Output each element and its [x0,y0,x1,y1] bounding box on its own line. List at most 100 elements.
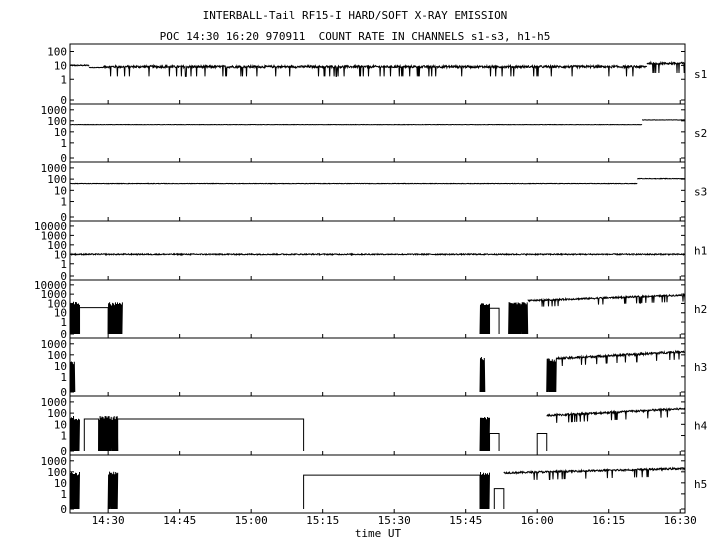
x-tick-label: 16:00 [521,514,554,527]
y-tick-label: 1000 [41,104,68,117]
y-tick-label: 100 [47,407,67,420]
y-tick-label: 0 [60,503,67,516]
channel-label: h4 [694,420,708,433]
data-segment [479,356,486,393]
y-tick-label: 0 [60,211,67,224]
y-tick-label: 10 [54,418,67,431]
data-segment [69,63,90,67]
y-tick-label: 1 [60,316,67,329]
panel-frame [69,220,686,281]
y-tick-label: 100 [47,349,67,362]
y-tick-label: 1 [60,488,67,501]
data-segment [69,252,686,257]
y-tick-label: 0 [60,386,67,399]
x-tick-label: 15:30 [378,514,411,527]
x-tick-label: 16:15 [592,514,625,527]
y-tick-label: 10 [54,126,67,139]
y-tick-label: 10 [54,59,67,72]
x-tick-label: 15:15 [306,514,339,527]
x-tick-label: 16:30 [664,514,697,527]
panel-frame [69,161,686,222]
channel-label: s3 [694,186,707,199]
y-tick-label: 10000 [34,279,67,292]
y-tick-label: 1 [60,371,67,384]
y-tick-label: 1000 [41,338,68,351]
data-segment [79,307,109,334]
data-segment [303,474,481,509]
data-segment [102,63,648,77]
y-tick-label: 1000 [41,229,68,242]
data-segment [98,415,119,452]
channel-label: s2 [694,127,707,140]
data-segment [527,292,686,307]
y-tick-label: 1000 [41,162,68,175]
data-segment [479,303,490,335]
data-segment [117,418,305,451]
x-tick-label: 15:45 [449,514,482,527]
y-tick-label: 1 [60,196,67,209]
y-tick-label: 100 [47,115,67,128]
y-tick-label: 100 [47,173,67,186]
data-segment [646,60,686,74]
y-tick-label: 10 [54,360,67,373]
data-segment [508,302,529,335]
y-tick-label: 0 [60,445,67,458]
data-segment [69,301,80,335]
y-tick-label: 10 [54,184,67,197]
channel-label: s1 [694,68,707,81]
x-tick-label: 15:00 [235,514,268,527]
y-tick-label: 1 [60,258,67,271]
x-tick-label: 14:45 [163,514,196,527]
data-segment [479,416,490,452]
data-segment [489,433,500,451]
data-segment [555,349,686,367]
data-segment [69,361,76,393]
data-segment [493,488,505,509]
y-tick-label: 1000 [41,396,68,409]
y-tick-label: 100 [47,239,67,252]
channel-label: h2 [694,303,707,316]
y-tick-label: 1000 [41,455,68,468]
panel-frame [69,103,686,163]
panel-frame [69,43,686,105]
data-segment [69,471,80,510]
data-segment [107,471,119,510]
panel-frame [69,279,686,339]
y-tick-label: 10 [54,477,67,490]
data-segment [503,466,686,480]
data-segment [69,182,638,185]
data-segment [69,415,80,452]
y-tick-label: 1 [60,137,67,150]
x-tick-label: 14:30 [92,514,125,527]
data-segment [88,66,104,69]
y-tick-label: 100 [47,466,67,479]
y-tick-label: 10000 [34,220,67,233]
y-tick-label: 10 [54,307,67,320]
y-tick-label: 0 [60,152,67,165]
data-segment [479,471,490,510]
y-tick-label: 1 [60,430,67,443]
panel-frame [69,395,686,456]
y-tick-label: 0 [60,94,67,107]
y-tick-label: 1000 [41,288,68,301]
chart-subtitle: POC 14:30 16:20 970911 COUNT RATE IN CHA… [159,30,551,43]
channel-label: h5 [694,478,707,491]
y-tick-label: 100 [47,46,67,59]
y-tick-label: 100 [47,297,67,310]
data-segment [489,307,500,334]
data-segment [546,358,557,393]
panel-frame [69,337,686,397]
x-axis-label: time UT [355,527,402,540]
y-tick-label: 10 [54,248,67,261]
y-tick-label: 1 [60,73,67,86]
y-tick-label: 0 [60,270,67,283]
channel-label: h3 [694,361,707,374]
data-segment [107,302,123,335]
data-segment [536,433,548,451]
data-segment [83,418,100,451]
chart-title: INTERBALL-Tail RF15-I HARD/SOFT X-RAY EM… [202,9,508,22]
data-segment [546,407,686,423]
y-tick-label: 0 [60,328,67,341]
